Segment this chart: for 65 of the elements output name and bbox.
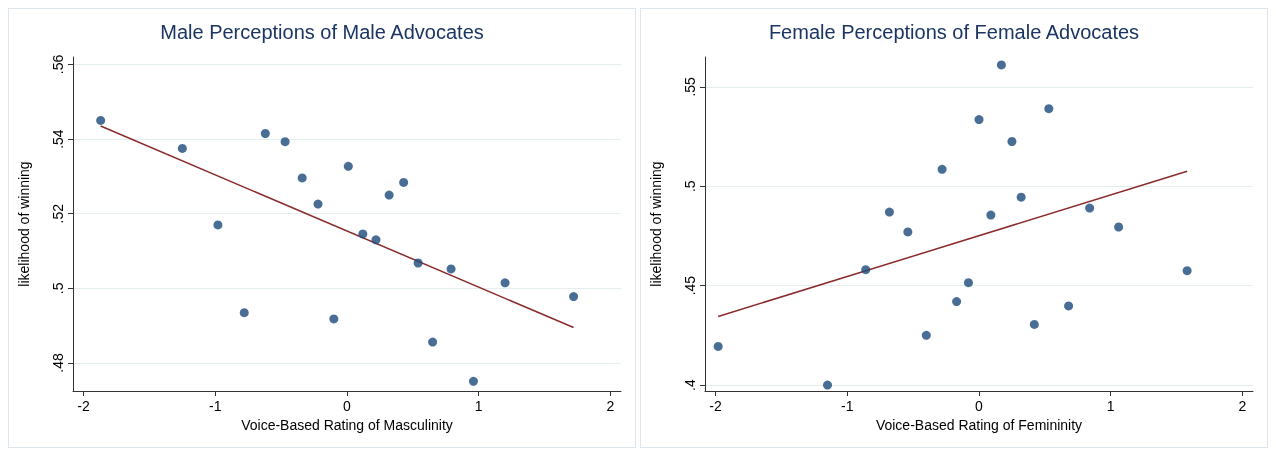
y-tick-label: .54 bbox=[50, 129, 66, 149]
point bbox=[884, 207, 894, 217]
y-tick-label: .55 bbox=[682, 76, 698, 97]
point bbox=[1044, 104, 1054, 114]
point bbox=[280, 137, 290, 147]
y-axis-title: likelihood of winning bbox=[16, 161, 32, 287]
point bbox=[823, 380, 833, 390]
point bbox=[500, 278, 510, 288]
point bbox=[358, 229, 368, 239]
x-tick-label: -2 bbox=[77, 398, 90, 414]
point bbox=[937, 164, 947, 174]
point bbox=[260, 129, 270, 138]
point bbox=[861, 265, 871, 275]
point bbox=[1029, 319, 1039, 329]
point bbox=[952, 297, 962, 307]
point bbox=[1114, 222, 1124, 232]
chart-title: Male Perceptions of Male Advocates bbox=[160, 21, 484, 43]
point bbox=[1064, 301, 1074, 311]
point bbox=[177, 143, 187, 153]
point bbox=[413, 258, 423, 268]
point bbox=[1016, 192, 1026, 202]
y-tick-label: .48 bbox=[50, 353, 66, 373]
point bbox=[399, 177, 409, 187]
point bbox=[569, 292, 579, 302]
chart-title: Female Perceptions of Female Advocates bbox=[768, 21, 1140, 43]
x-tick-label: 0 bbox=[975, 398, 984, 414]
point bbox=[1085, 203, 1095, 213]
point bbox=[96, 115, 106, 125]
y-tick-label: .45 bbox=[682, 275, 698, 296]
point bbox=[986, 210, 996, 220]
y-tick-label: .5 bbox=[50, 282, 66, 295]
point bbox=[468, 376, 478, 386]
x-axis-title: Voice-Based Rating of Femininity bbox=[875, 416, 1083, 433]
point bbox=[343, 161, 353, 171]
x-tick-label: 1 bbox=[1106, 398, 1115, 414]
point bbox=[996, 60, 1006, 70]
point bbox=[428, 337, 438, 347]
x-axis-title: Voice-Based Rating of Masculinity bbox=[241, 416, 453, 433]
point bbox=[921, 330, 931, 340]
y-tick-label: .4 bbox=[682, 378, 698, 391]
point bbox=[446, 264, 456, 274]
y-tick-label: .52 bbox=[50, 203, 66, 224]
point bbox=[974, 115, 984, 125]
x-tick-label: 1 bbox=[474, 398, 483, 414]
x-tick-label: 2 bbox=[1238, 398, 1247, 414]
point bbox=[313, 199, 323, 209]
point bbox=[963, 278, 973, 288]
point bbox=[903, 227, 913, 237]
x-tick-label: -2 bbox=[709, 398, 722, 414]
x-tick-label: -1 bbox=[841, 398, 854, 414]
point bbox=[1007, 137, 1017, 146]
point bbox=[213, 220, 223, 230]
point bbox=[713, 341, 723, 351]
x-tick-label: 2 bbox=[606, 398, 615, 414]
x-tick-label: 0 bbox=[343, 398, 352, 414]
point bbox=[371, 235, 381, 245]
x-tick-label: -1 bbox=[209, 398, 222, 414]
point bbox=[384, 190, 394, 200]
point bbox=[297, 173, 307, 183]
point bbox=[1182, 266, 1192, 276]
point bbox=[239, 308, 249, 318]
point bbox=[329, 314, 339, 324]
y-tick-label: .5 bbox=[682, 180, 698, 193]
y-tick-label: .56 bbox=[50, 54, 66, 75]
y-axis-title: likelihood of winning bbox=[648, 161, 664, 287]
